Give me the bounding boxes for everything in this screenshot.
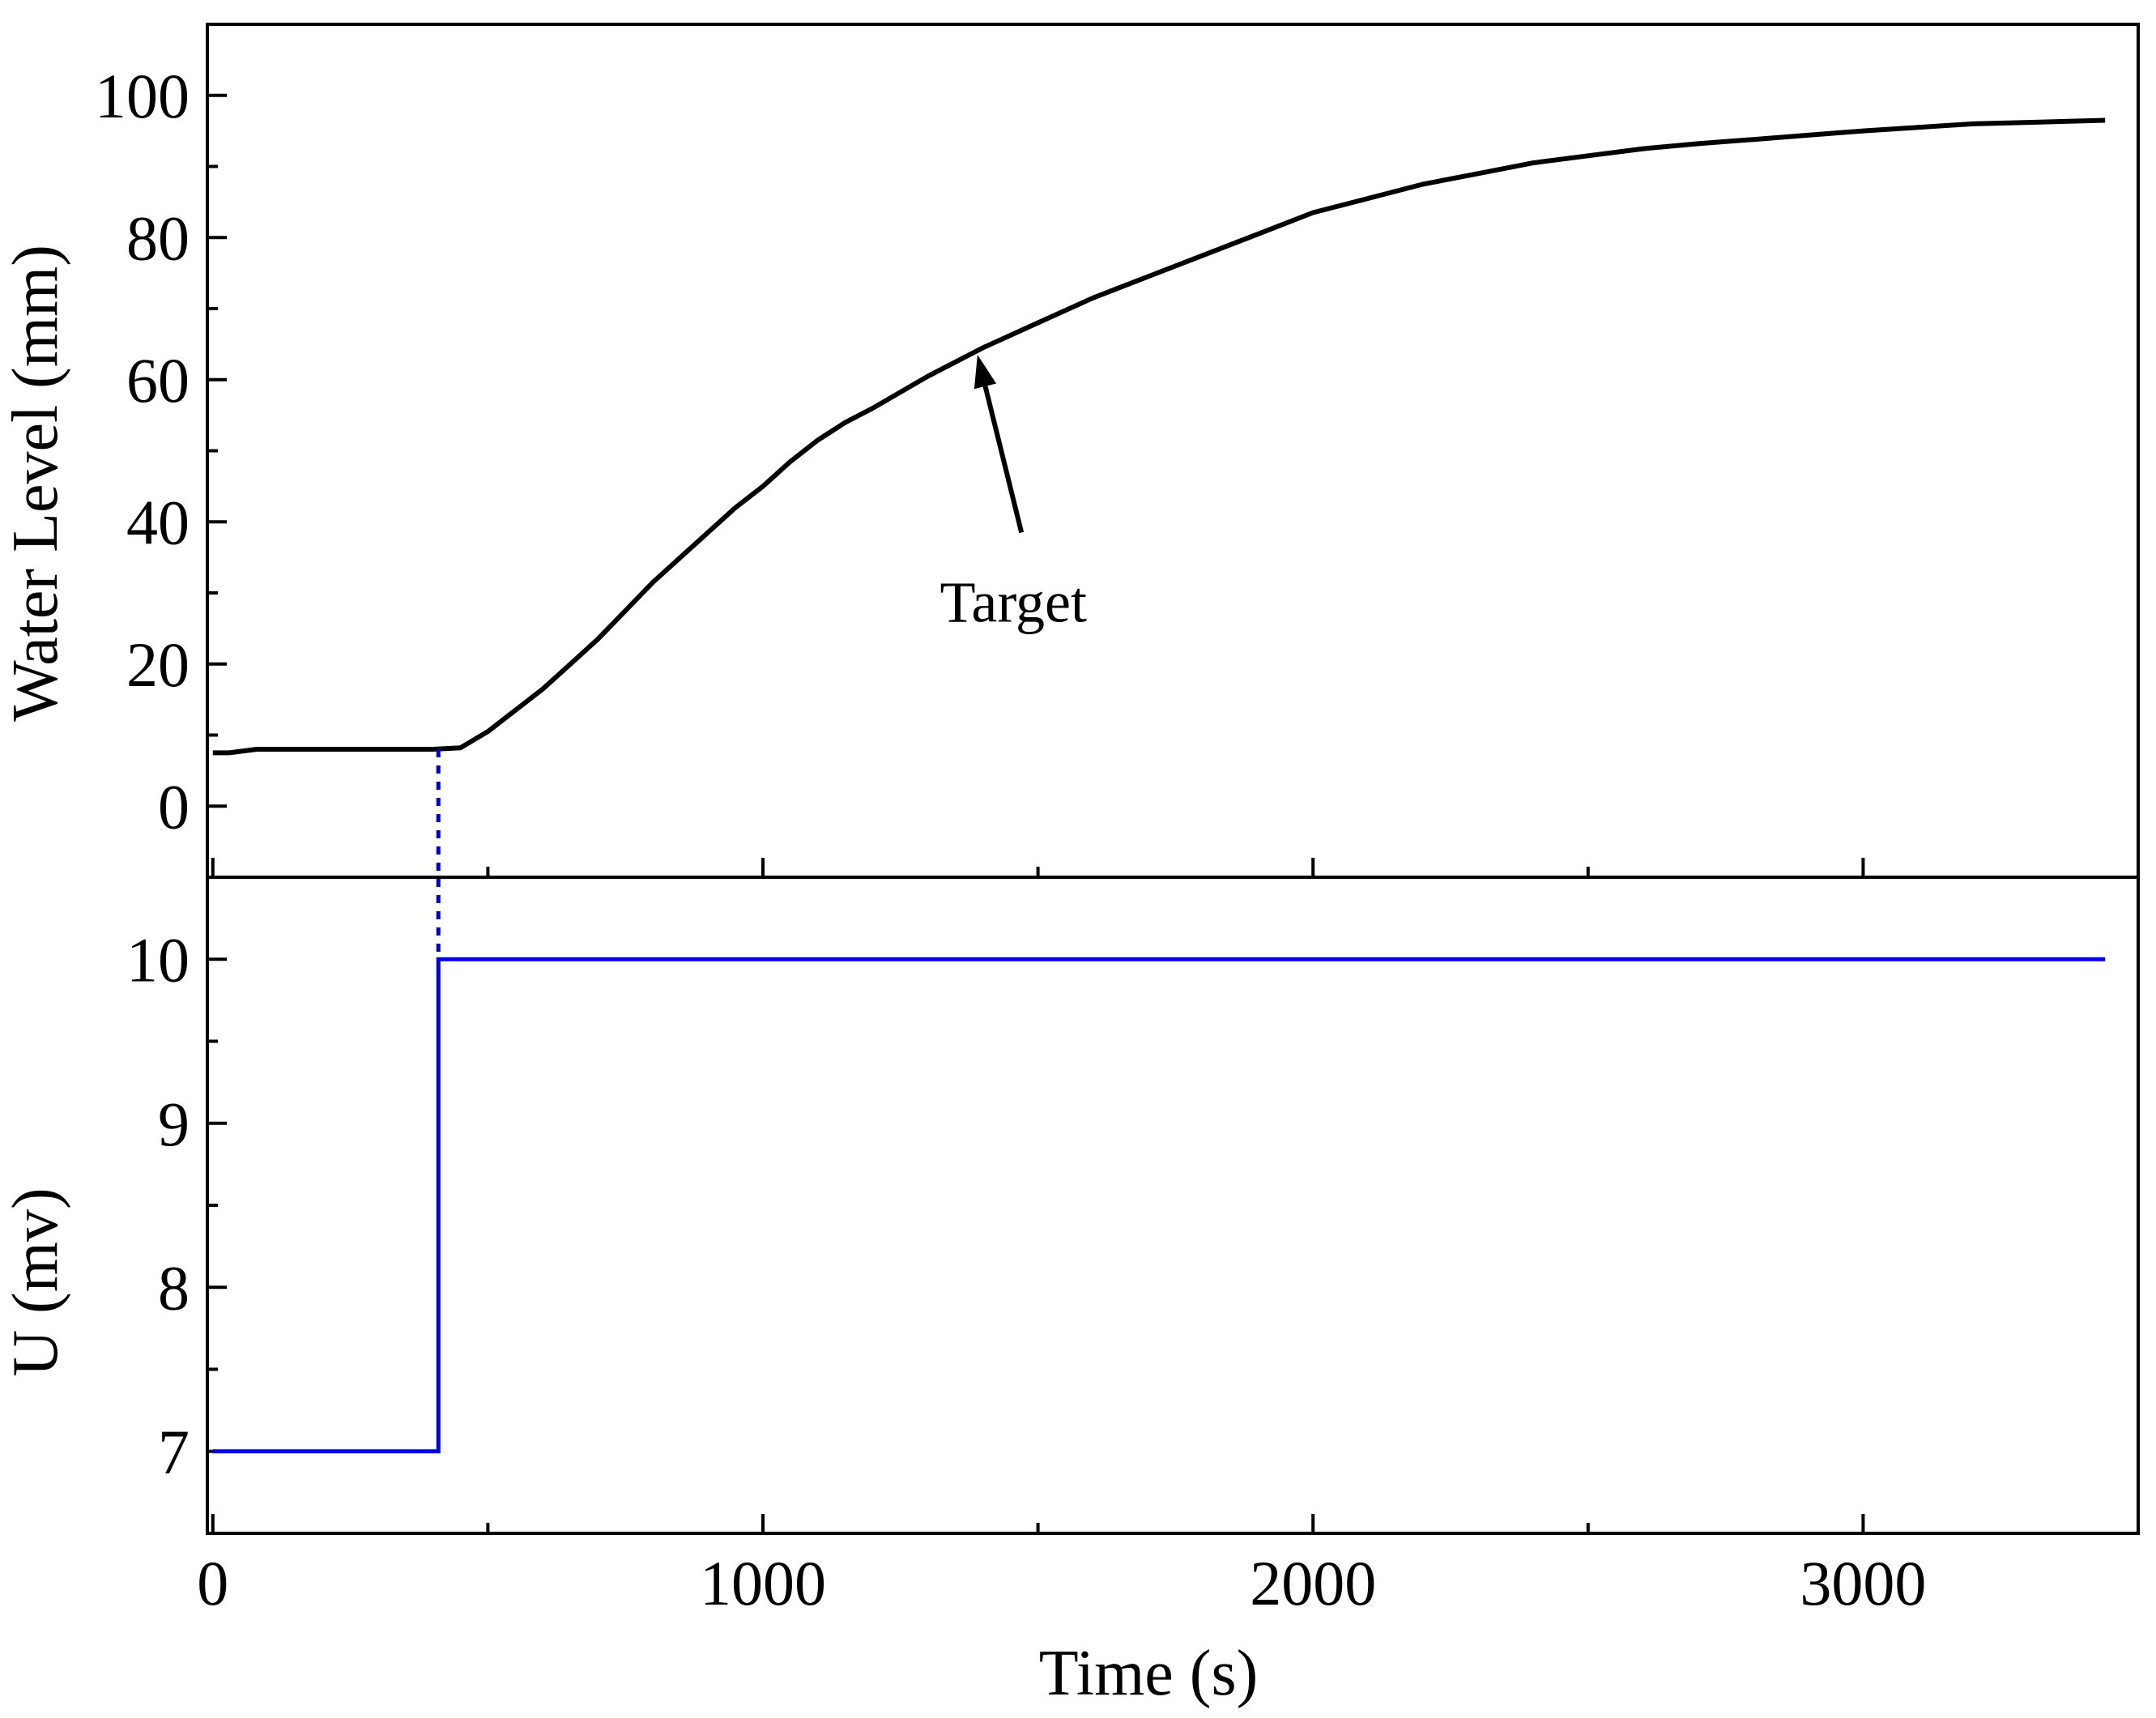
bottom-y-tick-label: 8 — [158, 1252, 190, 1323]
x-tick-label: 3000 — [1800, 1548, 1926, 1618]
target-annotation-label: Target — [940, 569, 1087, 634]
bottom-series — [212, 957, 2106, 1454]
bottom-y-tick-label: 7 — [158, 1417, 190, 1487]
bottom-y-tick-label: 9 — [158, 1089, 190, 1159]
top-panel: 0 20 40 60 80 100 Target Water Level (mm) — [0, 23, 2140, 960]
top-y-axis-title: Water Level (mm) — [0, 245, 71, 722]
target-arrow-head — [974, 355, 997, 390]
top-y-tick-label: 60 — [126, 345, 190, 416]
top-plot-frame — [206, 23, 2140, 879]
bottom-plot-frame — [206, 876, 2140, 1535]
x-tick-label: 0 — [197, 1548, 228, 1618]
target-arrow-shaft — [982, 386, 1025, 534]
bottom-y-ticks: 7 8 9 10 — [126, 924, 227, 1487]
x-axis-title: Time (s) — [1039, 1638, 1258, 1709]
top-y-tick-label: 40 — [126, 487, 190, 557]
top-series — [212, 117, 2106, 960]
x-tick-label: 1000 — [700, 1548, 826, 1618]
top-annotations: Target — [940, 355, 1087, 634]
top-y-tick-label: 20 — [126, 629, 190, 700]
x-tick-label: 2000 — [1250, 1548, 1376, 1618]
water-level-line — [212, 117, 2106, 756]
bottom-x-ticks: 0 1000 2000 3000 — [197, 1514, 2140, 1618]
top-y-tick-label: 100 — [95, 61, 190, 131]
top-y-tick-label: 0 — [158, 771, 190, 842]
top-y-ticks: 0 20 40 60 80 100 — [95, 61, 227, 842]
top-x-ticks — [211, 858, 2140, 877]
voltage-step-line — [212, 957, 2106, 1454]
bottom-y-tick-label: 10 — [126, 924, 190, 995]
bottom-y-axis-title: U (mv) — [0, 1187, 71, 1376]
bottom-panel: 7 8 9 10 0 1000 2000 3000 U (mv) Time (s) — [0, 876, 2140, 1709]
top-y-tick-label: 80 — [126, 202, 190, 273]
